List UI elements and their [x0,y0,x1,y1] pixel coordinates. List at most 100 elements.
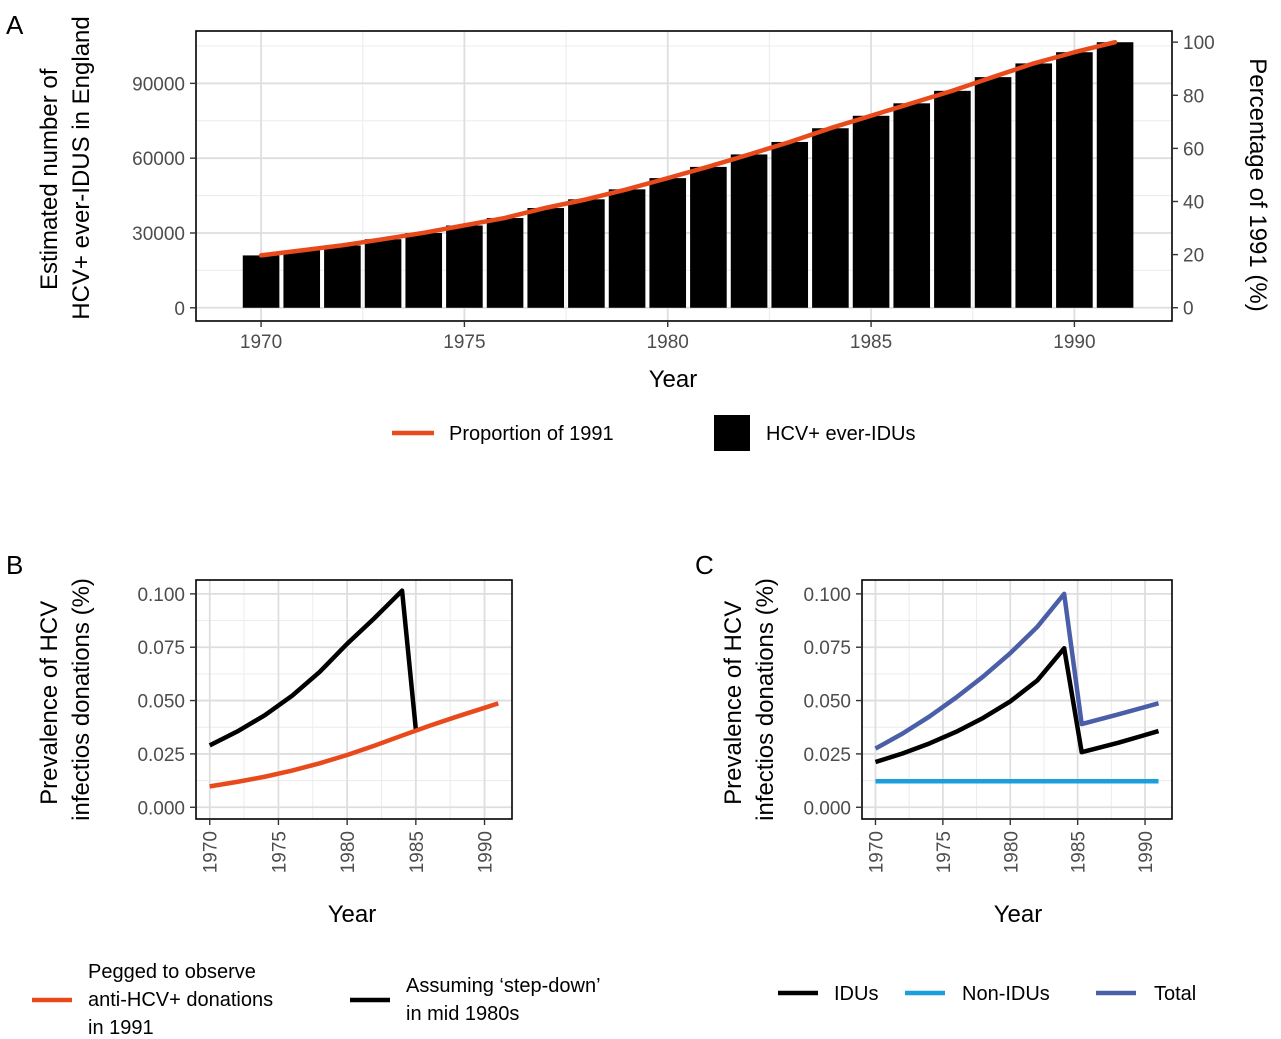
panel-a-y2-ticks: 0 20 40 60 80 100 [1172,33,1215,320]
panel-a-y-axis-title-line-2: HCV+ ever-IDUS in England [68,16,95,319]
y2-tick-label: 0 [1183,299,1194,320]
y2-tick-label: 40 [1183,192,1204,213]
panel-a-x-axis-title: Year [649,366,698,393]
y-tick-label: 60000 [132,149,185,170]
panel-b-y-axis-title-line-2: infectios donations (%) [68,578,95,821]
bar [1056,52,1093,308]
panel-c-lines [874,591,1160,784]
panel-a-y2-axis-title: Percentage of 1991 (%) [1244,58,1271,312]
y-tick-label: 0.000 [137,798,185,819]
legend-c-nonidus-label: Non-IDUs [962,983,1050,1005]
y2-tick-label: 80 [1183,86,1204,107]
bar [242,255,280,308]
x-tick-label: 1985 [407,831,428,873]
panel-a-x-ticks: 1970 1975 1980 1985 1990 [240,321,1096,353]
bar [446,225,483,308]
panel-b-y-axis-title: Prevalence of HCV infectios donations (%… [36,578,95,821]
panel-c-y-axis-title-line-1: Prevalence of HCV [720,601,747,805]
panel-b: B 1970 1975 1980 1985 1990 0.0000.0250.0500.… [6,550,601,1039]
y-tick-label: 0.050 [137,692,185,713]
panel-a-y-axis-title-line-1: Estimated number of [36,68,63,290]
x-tick-label: 1985 [850,332,892,353]
x-tick-label: 1970 [866,831,887,873]
x-tick-label: 1980 [338,831,359,873]
y-tick-label: 30000 [132,224,185,245]
legend-b-stepdown-label-2: in mid 1980s [406,1003,519,1025]
panel-a-legend: Proportion of 1991 HCV+ ever-IDUs [392,415,915,451]
panel-b-x-axis-title: Year [328,901,377,928]
y2-tick-label: 100 [1183,33,1215,54]
panel-c-legend: IDUs Non-IDUs Total [778,983,1196,1005]
legend-c-idus-label: IDUs [834,983,878,1005]
bar [283,250,321,308]
bar [568,199,605,308]
y-tick-label: 0.050 [803,692,851,713]
panel-c-y-ticks: 0.000 0.025 0.050 0.075 0.100 [803,585,862,819]
x-tick-label: 1990 [1053,332,1095,353]
panel-c-y-axis-title: Prevalence of HCV infectios donations (%… [720,578,779,821]
panel-a-frame [195,30,1173,322]
legend-b-pegged-label-1: Pegged to observe [88,961,256,983]
panel-b-label: B [6,550,23,580]
x-tick-label: 1980 [1001,831,1022,873]
bar [649,178,687,308]
panel-a-bars [242,42,1134,308]
x-tick-label: 1970 [201,831,222,873]
panel-a-label: A [6,10,24,40]
bar [608,189,646,308]
panel-b-y-ticks: 0.000 0.025 0.050 0.075 0.100 [137,585,196,819]
legend-b-pegged-label-3: in 1991 [88,1017,154,1039]
bar [730,154,768,308]
panel-b-x-ticks: 1970 1975 1980 1985 1990 [201,819,497,873]
y-tick-label: 0 [174,299,185,320]
y-tick-label: 0.075 [137,638,185,659]
x-tick-label: 1975 [443,332,485,353]
panel-b-y-axis-title-line-1: Prevalence of HCV [36,601,63,805]
legend-a-box-label: HCV+ ever-IDUs [766,423,915,445]
bar [364,239,402,308]
panel-c-y-axis-title-line-2: infectios donations (%) [752,578,779,821]
panel-a-y-axis-title: Estimated number of HCV+ ever-IDUS in En… [36,16,95,319]
panel-a: A 1970 1975 1980 1985 1990 0300006000090000 … [6,10,1271,451]
bar [934,90,971,308]
legend-c-total-label: Total [1154,983,1196,1005]
y2-tick-label: 60 [1183,139,1204,160]
x-tick-label: 1985 [1069,831,1090,873]
y-tick-label: 0.075 [803,638,851,659]
y-tick-label: 0.100 [137,585,185,606]
x-tick-label: 1975 [934,831,955,873]
series-line [209,701,499,789]
series-line [874,646,1160,765]
y-tick-label: 0.000 [803,798,851,819]
y-tick-label: 0.025 [137,745,185,766]
bar [324,245,361,308]
bar [1015,63,1053,308]
panel-c-frame [861,579,1173,820]
panel-b-legend: Pegged to observe anti-HCV+ donations in… [32,961,601,1039]
panel-b-grid [196,580,512,819]
x-tick-label: 1990 [476,831,497,873]
y-tick-label: 90000 [132,74,185,95]
bar [893,103,931,308]
bar [527,208,565,308]
x-tick-label: 1980 [647,332,689,353]
y-tick-label: 0.100 [803,585,851,606]
series-line [208,588,419,748]
panel-b-lines [208,588,499,789]
bar [812,128,849,308]
x-tick-label: 1990 [1136,831,1157,873]
bar [771,141,809,308]
x-tick-label: 1975 [269,831,290,873]
panel-a-line [258,39,1118,258]
x-tick-label: 1970 [240,332,282,353]
legend-b-stepdown-label-1: Assuming ‘step-down’ [406,975,601,997]
y-tick-label: 0.025 [803,745,851,766]
panel-c-label: C [695,550,714,580]
bar [486,218,524,308]
legend-a-box-swatch [714,415,750,451]
bar [974,77,1012,308]
series-line [874,591,1160,751]
proportion-line [258,39,1118,258]
panel-c-x-axis-title: Year [994,901,1043,928]
